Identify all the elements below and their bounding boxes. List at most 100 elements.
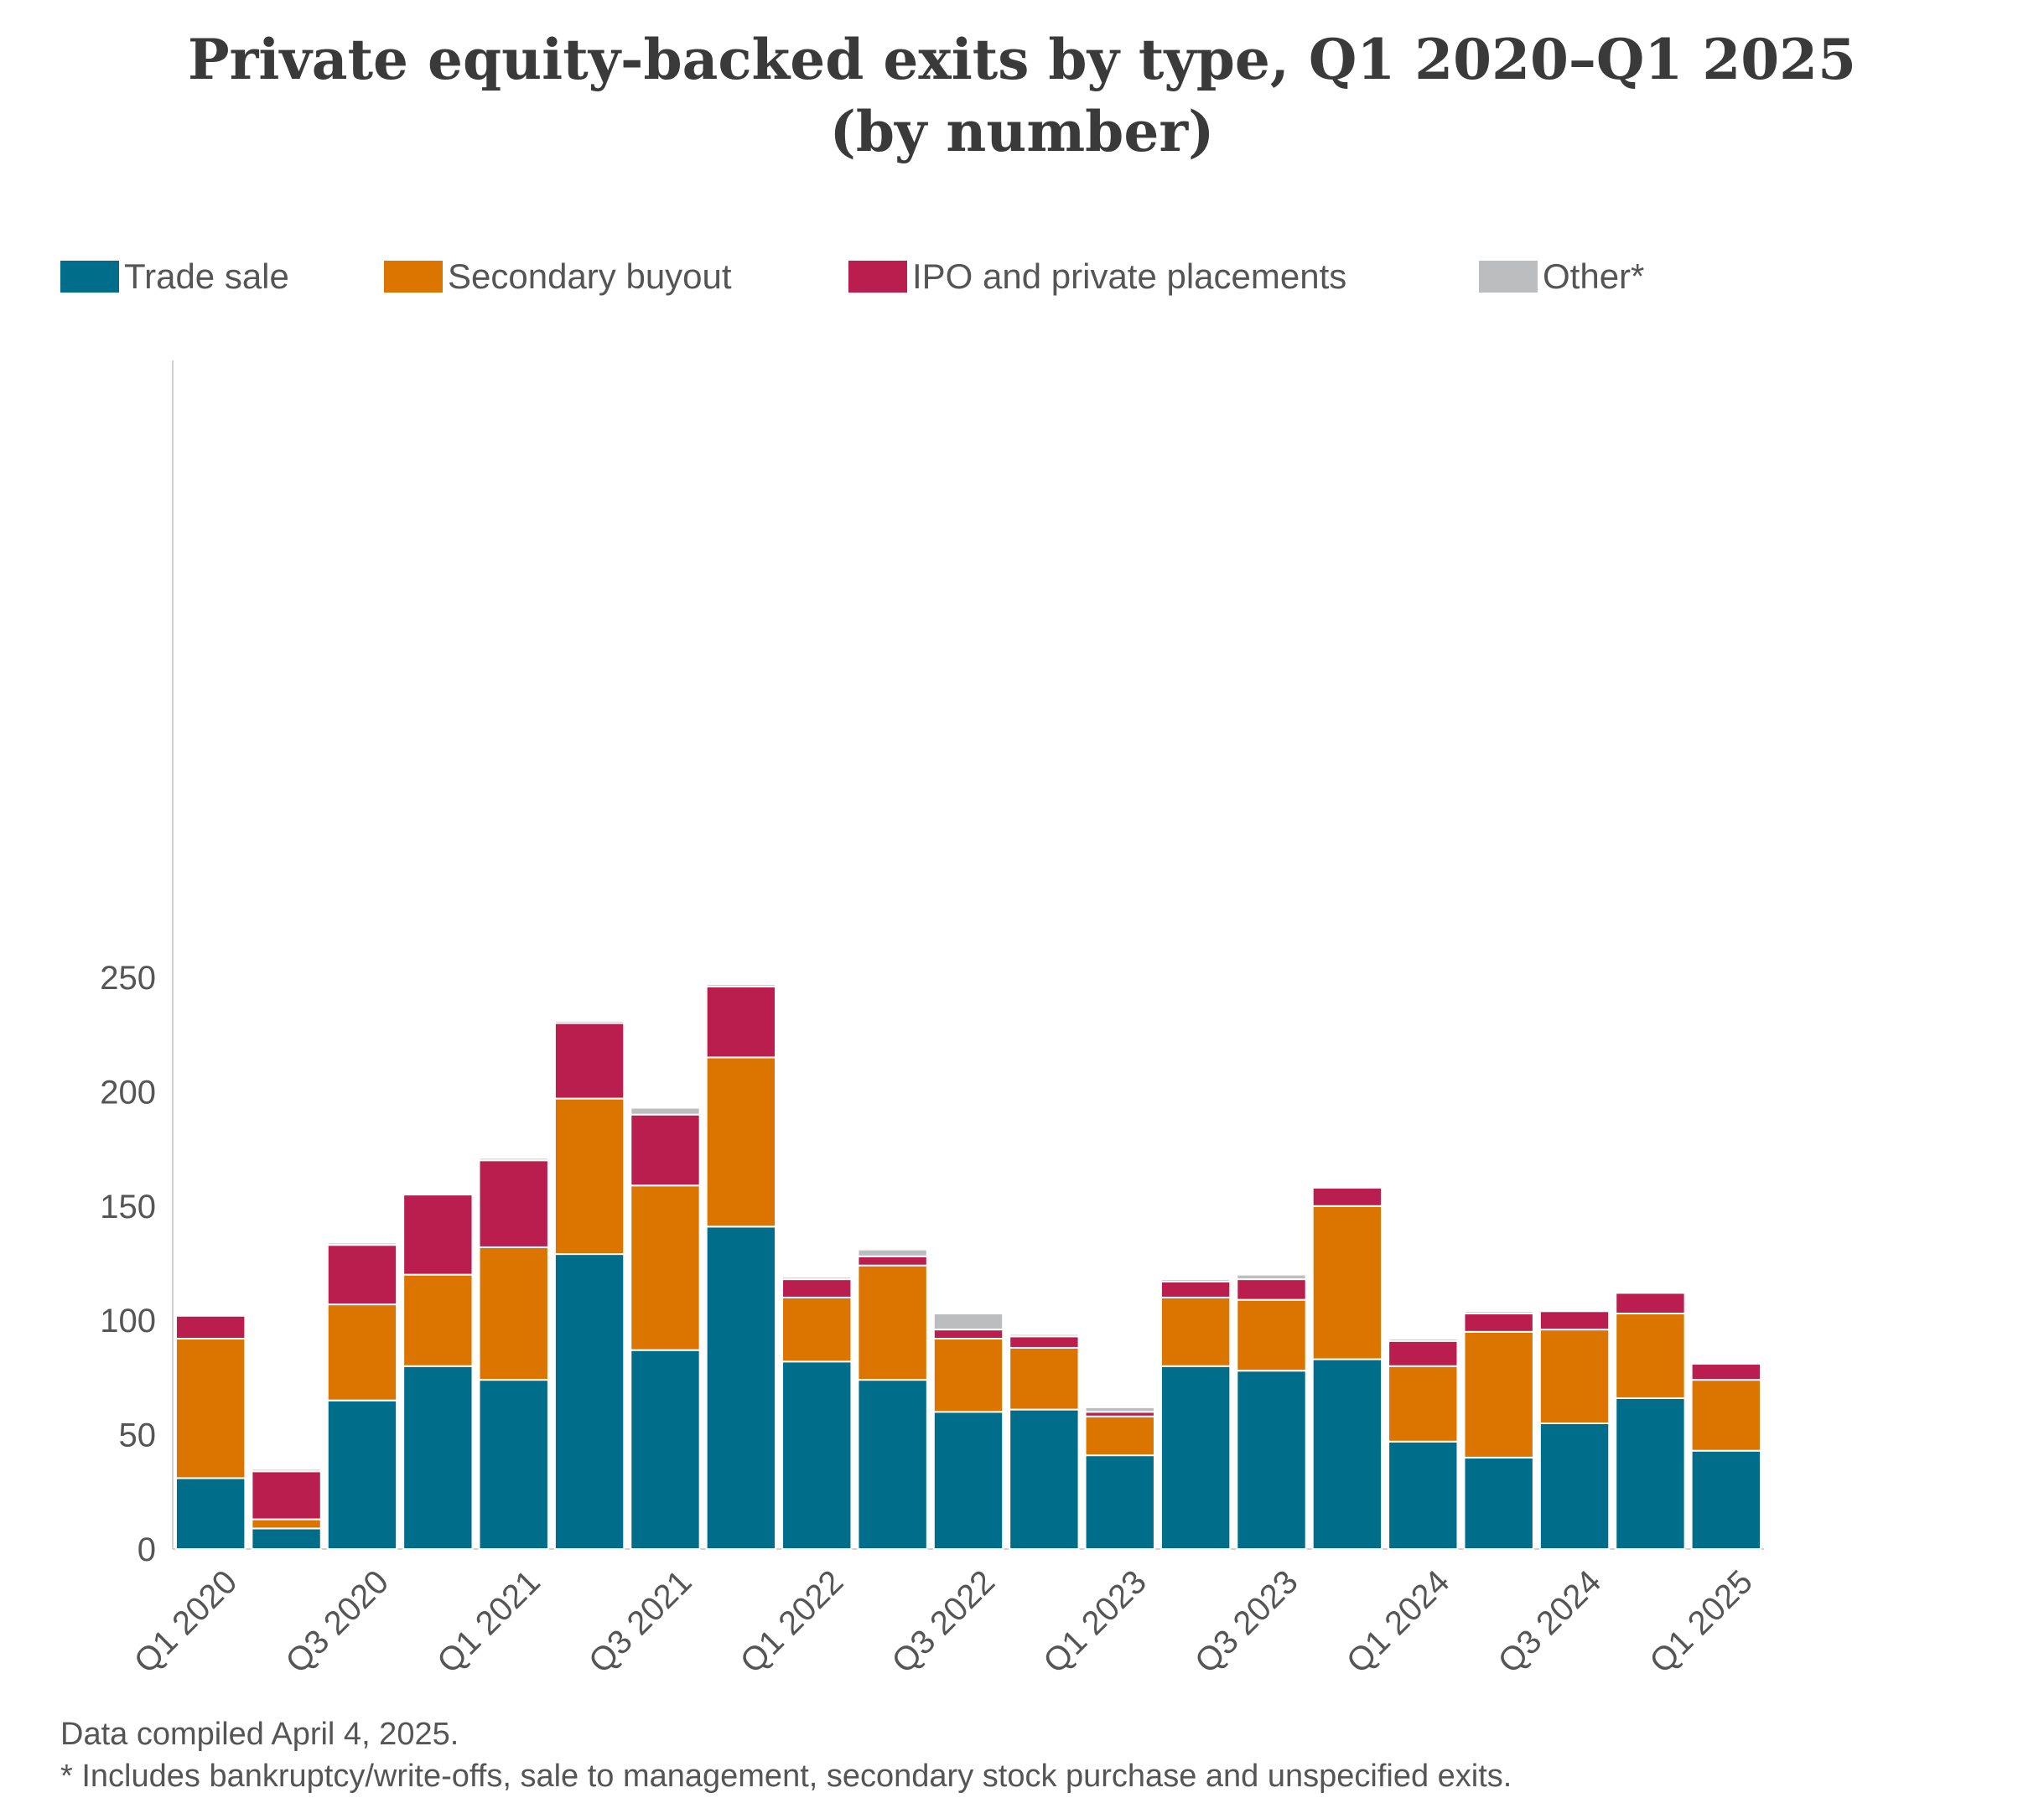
bar-segment-other — [478, 1157, 549, 1162]
legend-label-secondary-buyout: Secondary buyout — [448, 256, 732, 296]
x-tick-label: Q3 2023 — [1188, 1563, 1305, 1681]
bar-segment-secondary-buyout — [1236, 1298, 1307, 1372]
bar-segment-secondary-buyout — [1009, 1346, 1080, 1411]
bar-segment-other — [1463, 1310, 1534, 1315]
bar-segment-trade-sale — [1159, 1365, 1232, 1551]
bar-segment-ipo-and-private-placements — [1009, 1335, 1080, 1349]
bar-segment-ipo-and-private-placements — [1311, 1186, 1383, 1207]
chart-title-line-2: (by number) — [829, 99, 1215, 164]
bar-segment-secondary-buyout — [781, 1296, 853, 1363]
bar-segment-other — [1236, 1273, 1307, 1281]
legend-swatch-secondary-buyout — [384, 261, 443, 293]
legend-item-ipo-private-placements[interactable]: IPO and private placements — [848, 251, 1346, 302]
bar-segment-trade-sale — [326, 1399, 398, 1551]
y-tick-label: 150 — [100, 1189, 156, 1225]
bar-segment-trade-sale — [932, 1411, 1004, 1550]
bar-segment-ipo-and-private-placements — [1690, 1363, 1761, 1381]
bar-segment-trade-sale — [630, 1349, 701, 1550]
legend-swatch-other — [1479, 261, 1538, 293]
x-tick-label: Q3 2020 — [278, 1563, 396, 1681]
bar-segment-trade-sale — [402, 1365, 474, 1551]
bar-segment-trade-sale — [1236, 1370, 1307, 1550]
footnote: * Includes bankruptcy/write-offs, sale t… — [60, 1759, 1512, 1794]
chart-title-line-1: Private equity-backed exits by type, Q1 … — [187, 27, 1857, 92]
bar-segment-other — [781, 1276, 853, 1281]
bar-segment-trade-sale — [553, 1253, 625, 1550]
bar-segment-trade-sale — [705, 1225, 777, 1551]
bar-segment-secondary-buyout — [1615, 1313, 1686, 1399]
legend-item-trade-sale[interactable]: Trade sale — [60, 251, 289, 302]
legend-label-ipo-private-placements: IPO and private placements — [912, 256, 1347, 296]
bar-segment-secondary-buyout — [478, 1246, 549, 1381]
bar-segment-secondary-buyout — [251, 1518, 322, 1530]
x-tick-label: Q1 2023 — [1036, 1563, 1154, 1681]
x-tick-label: Q1 2025 — [1642, 1563, 1760, 1681]
y-tick-label: 100 — [100, 1303, 156, 1339]
bar-segment-secondary-buyout — [857, 1264, 928, 1381]
bar-segment-secondary-buyout — [1463, 1330, 1534, 1459]
bar-segment-ipo-and-private-placements — [630, 1113, 701, 1187]
bar-segment-trade-sale — [1463, 1456, 1534, 1551]
bar-segment-secondary-buyout — [1159, 1296, 1232, 1367]
bar-segment-trade-sale — [1009, 1408, 1080, 1551]
bar-segment-ipo-and-private-placements — [1463, 1313, 1534, 1333]
bar-segment-ipo-and-private-placements — [326, 1244, 398, 1306]
bar-segment-ipo-and-private-placements — [932, 1329, 1004, 1340]
x-tick-label: Q3 2024 — [1491, 1563, 1609, 1681]
bar-segment-other — [326, 1241, 398, 1246]
bar-segment-ipo-and-private-placements — [1159, 1280, 1232, 1298]
bar-segment-trade-sale — [1084, 1454, 1155, 1550]
bar-segment-trade-sale — [251, 1527, 322, 1550]
bar-segment-secondary-buyout — [175, 1338, 246, 1479]
legend-swatch-trade-sale — [60, 261, 119, 293]
bar-segment-trade-sale — [1388, 1440, 1459, 1551]
y-tick-label: 50 — [119, 1417, 157, 1454]
y-tick-label: 200 — [100, 1074, 156, 1111]
bar-segment-ipo-and-private-placements — [175, 1314, 246, 1340]
x-tick-label: Q1 2022 — [734, 1563, 851, 1681]
legend-label-trade-sale: Trade sale — [124, 256, 289, 296]
bar-segment-trade-sale — [781, 1360, 853, 1550]
x-tick-label: Q3 2022 — [885, 1563, 1003, 1681]
bar-segment-other — [1084, 1406, 1155, 1413]
bar-segment-secondary-buyout — [1690, 1379, 1761, 1452]
bar-segment-secondary-buyout — [932, 1338, 1004, 1413]
bar-segment-ipo-and-private-placements — [553, 1022, 625, 1100]
bar-segment-ipo-and-private-placements — [1388, 1339, 1459, 1367]
bar-segment-ipo-and-private-placements — [781, 1278, 853, 1298]
bar-segment-other — [553, 1019, 625, 1024]
chart-title: Private equity-backed exits by type, Q1 … — [0, 23, 2044, 168]
legend-item-other[interactable]: Other* — [1479, 251, 1644, 302]
bar-segment-secondary-buyout — [1538, 1329, 1611, 1424]
bar-segment-trade-sale — [1615, 1396, 1686, 1551]
bar-segment-secondary-buyout — [1084, 1415, 1155, 1457]
bar-segment-secondary-buyout — [553, 1097, 625, 1256]
bar-segment-ipo-and-private-placements — [1236, 1278, 1307, 1301]
bar-segment-other — [705, 983, 777, 987]
bar-segment-trade-sale — [1538, 1422, 1611, 1550]
bar-segment-other — [251, 1468, 322, 1473]
x-tick-label: Q1 2024 — [1340, 1563, 1457, 1681]
bar-segment-secondary-buyout — [326, 1303, 398, 1402]
data-compiled-note: Data compiled April 4, 2025. — [60, 1717, 459, 1752]
y-tick-label: 250 — [100, 960, 156, 997]
legend-swatch-ipo-private-placements — [848, 261, 907, 293]
bar-segment-other — [630, 1106, 701, 1116]
bar-segment-ipo-and-private-placements — [1538, 1310, 1611, 1331]
y-tick-label: 0 — [137, 1531, 156, 1568]
bar-segment-ipo-and-private-placements — [402, 1194, 474, 1276]
bar-segment-secondary-buyout — [402, 1273, 474, 1367]
bar-segment-secondary-buyout — [1388, 1365, 1459, 1443]
bar-segment-other — [932, 1313, 1004, 1331]
legend-item-secondary-buyout[interactable]: Secondary buyout — [384, 251, 732, 302]
bar-segment-trade-sale — [857, 1379, 928, 1551]
bar-segment-other — [1159, 1278, 1232, 1282]
bar-segment-ipo-and-private-placements — [705, 985, 777, 1059]
bar-segment-trade-sale — [478, 1379, 549, 1551]
bar-segment-trade-sale — [1690, 1449, 1761, 1551]
bar-segment-ipo-and-private-placements — [1615, 1292, 1686, 1315]
bar-segment-trade-sale — [1311, 1358, 1383, 1551]
x-tick-label: Q1 2021 — [430, 1563, 547, 1681]
bar-segment-secondary-buyout — [630, 1184, 701, 1351]
